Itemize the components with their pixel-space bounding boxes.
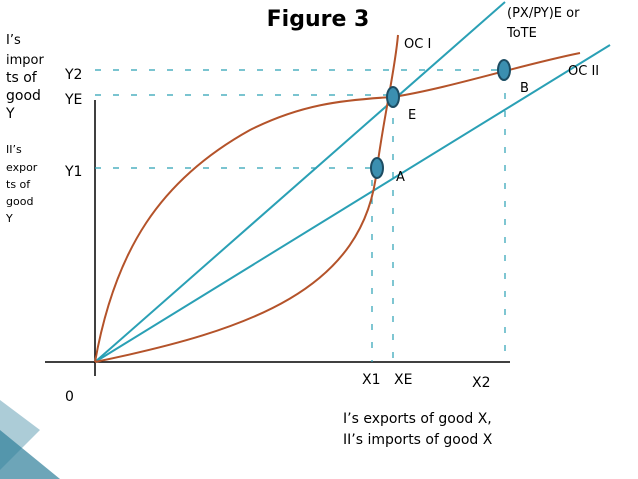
point-label: E xyxy=(408,108,416,123)
label-line: expor xyxy=(6,161,38,174)
tot-line xyxy=(94,1,506,363)
point-b xyxy=(497,59,511,81)
origin-label: 0 xyxy=(65,389,74,405)
y-label-upper: I’s impor ts of good Y xyxy=(5,33,44,122)
guide-lines xyxy=(95,69,506,362)
title: Figure 3 xyxy=(267,7,370,32)
label-line: Y xyxy=(5,106,15,122)
label-line: ts of xyxy=(6,178,31,191)
x-tick-label: X1 xyxy=(362,372,381,388)
x-axis-label: I’s exports of good X, xyxy=(343,411,492,427)
decor xyxy=(0,430,60,479)
tot-label: ToTE xyxy=(506,26,537,41)
label-line: ts of xyxy=(6,70,38,86)
point-a xyxy=(370,157,384,179)
price-line xyxy=(94,44,611,363)
label-line: Y xyxy=(5,212,13,225)
y-label-lower: II’s expor ts of good Y xyxy=(5,143,38,225)
curve-label: OC I xyxy=(404,37,431,52)
y-tick-label: Y1 xyxy=(64,164,82,180)
label-line: good xyxy=(6,88,41,104)
point-label: B xyxy=(520,81,529,96)
oc1-curve xyxy=(94,34,399,363)
point-label: A xyxy=(396,170,405,185)
tot-label: (PX/PY)E or xyxy=(507,6,580,21)
curve-label: OC II xyxy=(568,64,599,79)
y-tick-label: YE xyxy=(64,92,82,108)
label-line: II’s xyxy=(6,143,22,156)
x-axis-label: II’s imports of good X xyxy=(343,432,493,448)
oc2-curve xyxy=(94,52,581,363)
label-line: I’s xyxy=(6,33,21,48)
label-line: impor xyxy=(6,53,44,68)
x-tick-label: X2 xyxy=(472,375,491,391)
point-e xyxy=(386,86,400,108)
y-tick-label: Y2 xyxy=(64,67,82,83)
label-line: good xyxy=(6,195,33,208)
x-tick-label: XE xyxy=(394,372,412,388)
